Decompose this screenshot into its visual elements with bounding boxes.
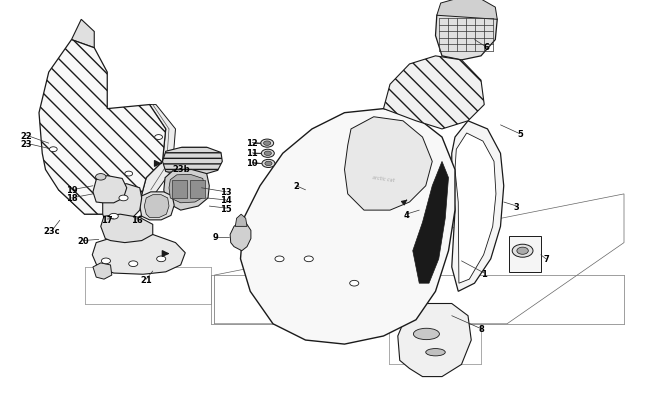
Polygon shape (93, 263, 112, 279)
Polygon shape (103, 184, 142, 227)
Circle shape (512, 245, 533, 258)
Text: arctic cat: arctic cat (372, 174, 395, 182)
Circle shape (119, 196, 128, 201)
Polygon shape (398, 304, 471, 377)
Polygon shape (164, 170, 209, 211)
FancyBboxPatch shape (509, 236, 541, 272)
Circle shape (96, 174, 106, 181)
Polygon shape (437, 0, 497, 20)
Circle shape (265, 162, 272, 166)
Polygon shape (55, 170, 107, 215)
Text: 10: 10 (246, 158, 258, 167)
Text: 13: 13 (220, 188, 232, 197)
Circle shape (157, 256, 166, 262)
Polygon shape (235, 215, 247, 227)
Text: 23b: 23b (172, 165, 190, 174)
Polygon shape (232, 228, 248, 247)
Polygon shape (230, 223, 251, 251)
Polygon shape (436, 8, 497, 61)
Polygon shape (93, 176, 127, 203)
Text: 21: 21 (140, 275, 152, 284)
Text: 23: 23 (20, 139, 32, 148)
Circle shape (109, 214, 118, 220)
Polygon shape (49, 53, 155, 211)
Polygon shape (172, 180, 187, 198)
Polygon shape (390, 65, 476, 109)
Polygon shape (162, 148, 222, 175)
Circle shape (350, 281, 359, 286)
Circle shape (49, 147, 57, 152)
Polygon shape (140, 192, 174, 220)
Text: 4: 4 (403, 210, 410, 219)
Polygon shape (39, 40, 166, 215)
Polygon shape (452, 122, 504, 292)
Text: 5: 5 (517, 130, 523, 139)
Polygon shape (455, 134, 496, 284)
Polygon shape (344, 117, 432, 211)
Circle shape (125, 172, 133, 177)
Text: 7: 7 (543, 255, 549, 264)
Polygon shape (101, 215, 153, 243)
Text: 17: 17 (101, 215, 113, 224)
Text: 8: 8 (478, 324, 484, 333)
Text: 16: 16 (131, 215, 142, 224)
Text: 20: 20 (77, 237, 89, 245)
Circle shape (261, 140, 274, 148)
Polygon shape (92, 235, 185, 275)
Text: 12: 12 (246, 139, 258, 147)
Circle shape (262, 160, 275, 168)
Polygon shape (240, 109, 455, 344)
Circle shape (129, 261, 138, 267)
Circle shape (517, 247, 528, 255)
Circle shape (261, 150, 274, 158)
Polygon shape (190, 180, 205, 198)
Text: 15: 15 (220, 204, 232, 213)
Text: 9: 9 (213, 232, 218, 241)
Polygon shape (169, 175, 205, 203)
Polygon shape (72, 20, 94, 49)
Ellipse shape (413, 328, 439, 340)
Text: 19: 19 (66, 186, 77, 195)
Polygon shape (413, 162, 448, 284)
Text: 3: 3 (514, 202, 519, 211)
Text: 22: 22 (20, 131, 32, 140)
Circle shape (101, 258, 111, 264)
Circle shape (304, 256, 313, 262)
Text: 1: 1 (481, 269, 488, 278)
Polygon shape (144, 195, 169, 218)
Text: 23c: 23c (44, 226, 60, 235)
Circle shape (264, 152, 272, 156)
Polygon shape (384, 57, 484, 130)
Circle shape (275, 256, 284, 262)
Circle shape (264, 142, 270, 146)
Text: 18: 18 (66, 194, 77, 203)
Polygon shape (140, 105, 176, 202)
Text: 14: 14 (220, 196, 232, 205)
Text: 6: 6 (483, 43, 489, 52)
Ellipse shape (426, 349, 445, 356)
Circle shape (155, 135, 162, 140)
Text: 2: 2 (293, 182, 300, 191)
Text: 11: 11 (246, 149, 258, 158)
